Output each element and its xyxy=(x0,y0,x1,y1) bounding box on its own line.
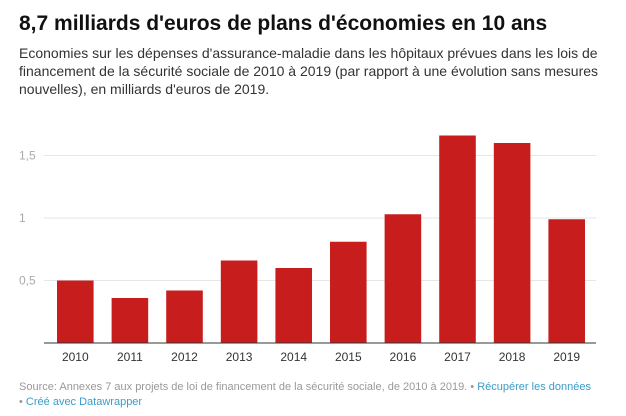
bar-2016 xyxy=(384,214,422,343)
x-tick-label: 2017 xyxy=(444,350,471,364)
x-tick-label: 2012 xyxy=(171,350,198,364)
bar-2018 xyxy=(493,143,531,343)
x-tick-label: 2016 xyxy=(390,350,417,364)
chart-subtitle: Economies sur les dépenses d'assurance-m… xyxy=(19,45,599,97)
download-data-link[interactable]: Récupérer les données xyxy=(477,381,591,393)
bar-2011 xyxy=(111,298,149,343)
x-tick-label: 2013 xyxy=(226,350,253,364)
bar-2012 xyxy=(166,290,203,343)
chart-footer: Source: Annexes 7 aux projets de loi de … xyxy=(19,380,619,410)
y-tick-label: 1 xyxy=(19,211,26,225)
bar-2015 xyxy=(330,241,367,343)
credit-prefix: • xyxy=(19,396,26,408)
bar-2014 xyxy=(275,268,312,343)
y-tick-label: 0,5 xyxy=(19,274,36,288)
y-tick-label: 1,5 xyxy=(19,149,36,163)
x-tick-label: 2010 xyxy=(62,350,89,364)
x-tick-label: 2018 xyxy=(499,350,526,364)
bar-2019 xyxy=(548,219,585,343)
bar-2017 xyxy=(439,135,476,343)
source-text: Source: Annexes 7 aux projets de loi de … xyxy=(19,381,475,393)
x-tick-label: 2011 xyxy=(117,350,143,364)
datawrapper-link[interactable]: Créé avec Datawrapper xyxy=(25,396,143,408)
x-tick-label: 2014 xyxy=(280,350,307,364)
bar-2010 xyxy=(57,280,94,343)
x-tick-label: 2015 xyxy=(335,350,362,364)
bar-2013 xyxy=(220,260,258,343)
chart-title: 8,7 milliards d'euros de plans d'économi… xyxy=(19,12,548,35)
x-tick-label: 2019 xyxy=(553,350,580,364)
